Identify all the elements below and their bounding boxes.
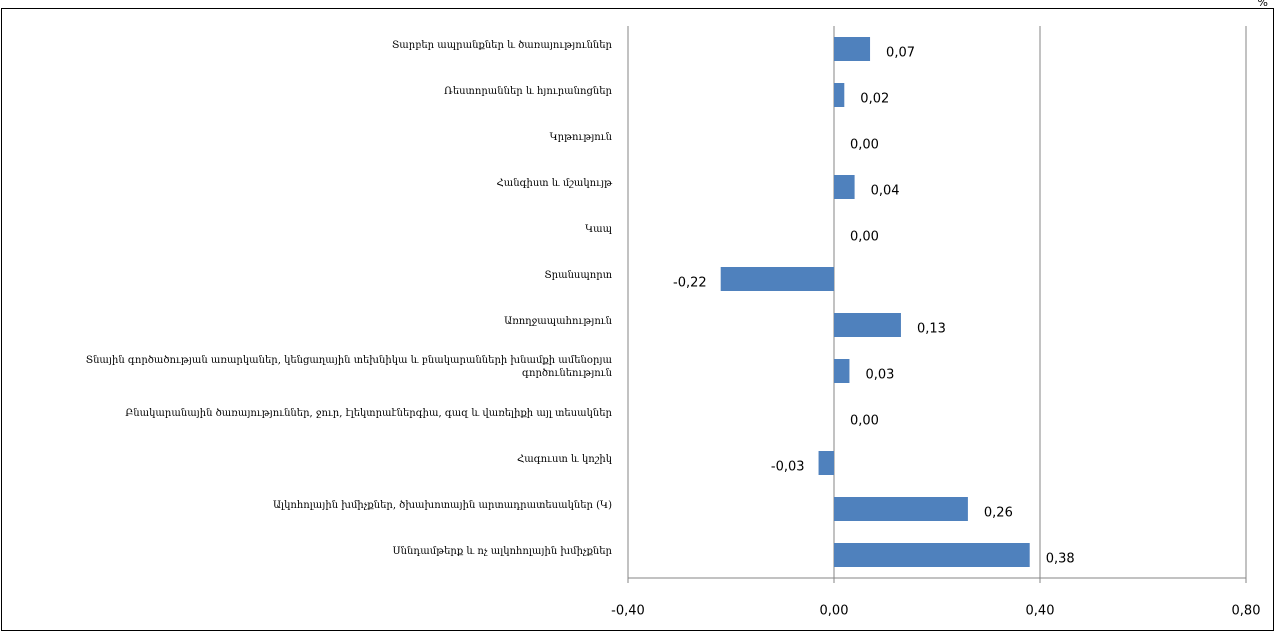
- value-label: 0,07: [886, 46, 915, 61]
- x-tick-label: 0,80: [1232, 604, 1261, 619]
- bar: [834, 543, 1030, 567]
- bar: [834, 359, 850, 383]
- category-label: Ռեստորաններ և հյուրանոցներ: [444, 85, 612, 97]
- x-tick-label: -0,40: [611, 604, 645, 619]
- x-tick-label: 0,40: [1026, 604, 1055, 619]
- bar: [818, 451, 834, 475]
- category-label: Տնային գործածության առարկաներ, կենցաղայի…: [85, 355, 612, 379]
- category-label: Կապ: [585, 223, 612, 235]
- category-label: Ալկոհոլային խմիչքներ, ծխախոտային արտադրա…: [272, 499, 612, 511]
- bar: [834, 37, 871, 61]
- value-label: -0,22: [673, 276, 707, 291]
- bar: [834, 497, 968, 521]
- bar: [834, 175, 855, 199]
- value-label: 0,00: [850, 230, 879, 245]
- value-label: 0,13: [917, 322, 946, 337]
- bar: [834, 313, 901, 337]
- value-label: 0,38: [1046, 552, 1075, 567]
- category-label: Հանգիստ և մշակույթ: [496, 177, 612, 189]
- bar: [720, 267, 834, 291]
- value-label: 0,26: [984, 506, 1013, 521]
- value-label: 0,04: [871, 184, 900, 199]
- value-label: 0,00: [850, 414, 879, 429]
- value-label: 0,02: [860, 92, 889, 107]
- category-label: Սննդամթերք և ոչ ալկոհոլային խմիչքներ: [392, 545, 612, 557]
- category-label: Բնակարանային ծառայություններ, ջուր, էլեկ…: [125, 407, 612, 419]
- category-label: Տրանսպորտ: [544, 269, 612, 281]
- value-label: 0,00: [850, 138, 879, 153]
- x-tick-label: 0,00: [820, 604, 849, 619]
- category-label: Տարբեր ապրանքներ և ծառայություններ: [391, 39, 612, 51]
- unit-label: %: [1258, 0, 1268, 9]
- bar: [834, 83, 845, 107]
- value-label: -0,03: [771, 460, 805, 475]
- chart-border: [1, 8, 1274, 631]
- category-label: Հագուստ և կոշիկ: [517, 453, 612, 465]
- category-label: Առողջապահություն: [504, 315, 612, 327]
- category-label: Կրթություն: [549, 131, 612, 143]
- value-label: 0,03: [865, 368, 894, 383]
